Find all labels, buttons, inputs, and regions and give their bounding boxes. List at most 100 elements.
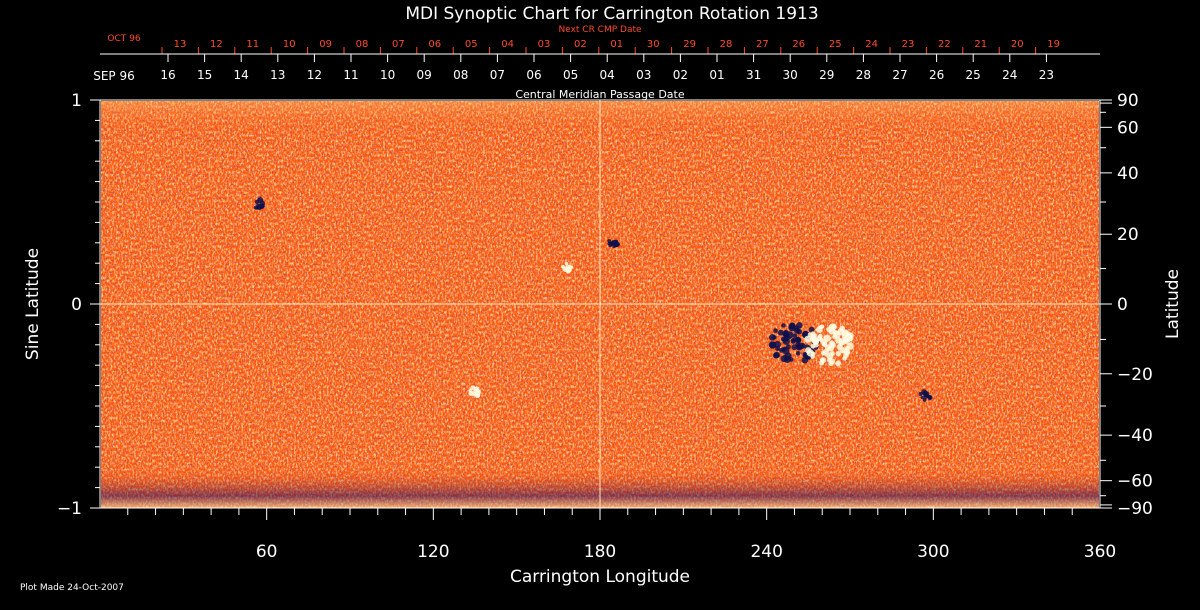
cmp-date-label: 24 — [1002, 68, 1017, 82]
next-cr-date-label: 13 — [174, 39, 187, 50]
next-cr-date-axis: 13 12 11 10 09 08 07 06 05 04 03 02 01 30 29 28 27 26 25 24… — [161, 39, 1060, 54]
right-tick-label: −90 — [1117, 499, 1153, 519]
field-features — [253, 196, 933, 402]
left-y-axis: 1 0 −1 — [57, 91, 100, 519]
cmp-date-label: 12 — [307, 68, 322, 82]
cmp-date-label: 16 — [160, 68, 175, 82]
next-cr-date-label: 02 — [574, 39, 587, 50]
positive-flux-speck — [835, 360, 842, 367]
positive-flux-speck — [844, 331, 852, 338]
positive-flux-speck — [821, 341, 827, 347]
positive-flux-speck — [570, 265, 574, 269]
positive-flux-speck — [839, 325, 846, 332]
negative-flux-speck — [789, 322, 795, 328]
cmp-date-label: 05 — [563, 68, 578, 82]
next-cr-date-label: 11 — [246, 39, 259, 50]
x-tick-label: 180 — [584, 542, 616, 562]
positive-flux-speck — [835, 337, 842, 344]
positive-flux-speck — [831, 324, 837, 330]
negative-flux-speck — [800, 343, 806, 349]
x-tick-label: 240 — [750, 542, 782, 562]
positive-flux-speck — [812, 338, 820, 346]
crosshair — [100, 100, 1100, 508]
next-cr-date-label: 19 — [1047, 39, 1060, 50]
positive-flux-speck — [826, 326, 833, 333]
cmp-date-label: 30 — [783, 68, 798, 82]
positive-flux-speck — [832, 330, 839, 337]
cmp-date-label: 29 — [819, 68, 834, 82]
right-tick-label: −20 — [1117, 365, 1153, 385]
negative-flux-speck — [922, 398, 927, 402]
x-tick-label: 60 — [256, 542, 278, 562]
positive-flux-speck — [561, 265, 565, 269]
negative-flux-speck — [786, 331, 794, 339]
negative-flux-speck — [780, 336, 786, 342]
positive-flux-speck — [475, 389, 481, 394]
right-tick-label: 0 — [1117, 295, 1128, 315]
cmp-date-label: 01 — [709, 68, 724, 82]
next-cr-date-label: 30 — [647, 39, 660, 50]
cmp-date-label: 07 — [490, 68, 505, 82]
x-axis-label: Carrington Longitude — [510, 567, 690, 587]
cmp-date-label: 09 — [417, 68, 432, 82]
cmp-date-label: 23 — [1039, 68, 1054, 82]
positive-flux-speck — [468, 388, 472, 393]
cmp-date-label: 15 — [197, 68, 212, 82]
cmp-date-label: 04 — [600, 68, 615, 82]
negative-flux-speck — [808, 326, 815, 333]
next-cr-month-label: OCT 96 — [107, 34, 140, 44]
cmp-axis-label: Central Meridian Passage Date — [515, 88, 684, 101]
next-cr-date-label: 06 — [428, 39, 441, 50]
negative-flux-speck — [775, 345, 781, 351]
negative-flux-speck — [772, 352, 780, 359]
positive-flux-speck — [565, 265, 570, 270]
right-tick-label: 60 — [1117, 118, 1139, 138]
right-tick-label: −40 — [1117, 426, 1153, 446]
negative-flux-speck — [257, 196, 264, 203]
negative-flux-speck — [768, 341, 777, 349]
right-tick-label: −60 — [1117, 472, 1153, 492]
negative-flux-speck — [780, 355, 788, 363]
next-cr-date-label: 24 — [865, 39, 878, 50]
cmp-date-axis: 16 15 14 13 12 11 10 09 08 07 06 05 04 03 02 01 31 30 29 28… — [100, 53, 1100, 82]
next-cr-date-label: 20 — [1011, 39, 1024, 50]
positive-flux-speck — [829, 341, 836, 349]
cmp-date-label: 28 — [856, 68, 871, 82]
right-tick-label: 40 — [1117, 164, 1139, 184]
next-cr-date-label: 07 — [392, 39, 405, 50]
positive-flux-speck — [810, 343, 816, 349]
positive-flux-speck — [843, 338, 849, 344]
negative-flux-speck — [789, 357, 794, 362]
negative-flux-speck — [772, 335, 777, 340]
next-cr-date-label: 26 — [792, 39, 805, 50]
next-cr-date-label: 22 — [938, 39, 951, 50]
x-tick-label: 360 — [1084, 542, 1116, 562]
right-y-axis-label: Latitude — [1163, 269, 1183, 339]
next-cr-date-label: 03 — [538, 39, 551, 50]
cmp-date-label: 26 — [929, 68, 944, 82]
negative-flux-speck — [795, 350, 801, 356]
positive-flux-speck — [839, 347, 846, 354]
x-tick-label: 300 — [917, 542, 949, 562]
cmp-date-label: 31 — [746, 68, 761, 82]
negative-flux-speck — [614, 241, 621, 247]
negative-flux-speck — [779, 347, 784, 353]
positive-flux-speck — [810, 351, 816, 357]
next-cr-date-label: 10 — [283, 39, 296, 50]
chart-title: MDI Synoptic Chart for Carrington Rotati… — [405, 4, 818, 24]
next-cr-date-label: 08 — [356, 39, 369, 50]
negative-flux-speck — [609, 241, 614, 246]
positive-flux-speck — [805, 347, 812, 354]
negative-flux-speck — [256, 205, 262, 210]
next-cr-label: Next CR CMP Date — [558, 25, 642, 35]
negative-flux-speck — [794, 336, 802, 344]
positive-flux-speck — [564, 261, 569, 266]
cmp-date-label: 02 — [673, 68, 688, 82]
positive-flux-speck — [842, 356, 847, 361]
negative-flux-speck — [795, 341, 801, 348]
next-cr-date-label: 09 — [319, 39, 332, 50]
left-tick-label: 0 — [71, 295, 82, 315]
next-cr-date-label: 25 — [829, 39, 842, 50]
cmp-date-label: 06 — [526, 68, 541, 82]
